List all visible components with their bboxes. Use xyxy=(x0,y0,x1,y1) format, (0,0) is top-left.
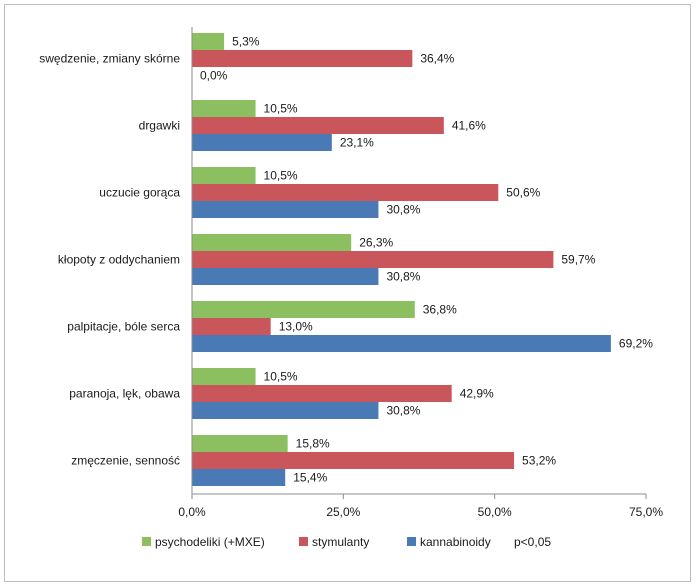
data-label: 10,5% xyxy=(264,102,298,116)
bar-stymulanty xyxy=(192,452,515,469)
data-labels: 5,3% 36,4% 0,0% 10,5% 41,6% 23,1% 10,5% 50,6% 30… xyxy=(200,35,653,485)
bar-kannabinoidy xyxy=(192,134,332,151)
bar-kannabinoidy xyxy=(192,268,379,285)
category-labels: swędzenie, zmiany skórne drgawki uczucie g… xyxy=(39,52,180,468)
category-label: kłopoty z oddychaniem xyxy=(58,253,180,267)
data-label: 5,3% xyxy=(232,35,260,49)
bar-psychodeliki-mxe xyxy=(192,301,415,318)
category-label: uczucie gorąca xyxy=(99,186,180,200)
data-label: 26,3% xyxy=(359,236,393,250)
bar-kannabinoidy xyxy=(192,469,286,486)
data-label: 15,4% xyxy=(293,471,327,485)
bar-kannabinoidy xyxy=(192,402,379,419)
bar-psychodeliki-mxe xyxy=(192,234,352,251)
category-label: palpitacje, bóle serca xyxy=(67,320,180,334)
data-label: 0,0% xyxy=(200,69,228,83)
data-label: 15,8% xyxy=(296,437,330,451)
data-label: 10,5% xyxy=(264,370,298,384)
legend-label: stymulanty xyxy=(312,535,369,549)
data-label: 42,9% xyxy=(460,387,494,401)
legend-swatch xyxy=(299,537,308,546)
bar-chart: swędzenie, zmiany skórne drgawki uczucie g… xyxy=(39,27,663,549)
chart-frame: swędzenie, zmiany skórne drgawki uczucie g… xyxy=(4,4,691,582)
bar-stymulanty xyxy=(192,184,499,201)
data-label: 59,7% xyxy=(561,253,595,267)
bar-psychodeliki-mxe xyxy=(192,33,225,50)
bar-stymulanty xyxy=(192,50,413,67)
category-label: zmęczenie, senność xyxy=(71,454,180,468)
legend-label: psychodeliki (+MXE) xyxy=(155,535,265,549)
data-label: 13,0% xyxy=(279,320,313,334)
data-label: 23,1% xyxy=(340,136,374,150)
legend-swatch xyxy=(407,537,416,546)
category-label: drgawki xyxy=(139,119,180,133)
x-tick-label: 75,0% xyxy=(629,505,663,519)
data-label: 36,4% xyxy=(420,52,454,66)
legend-significance-note: p<0,05 xyxy=(514,535,551,549)
x-axis: 0,0% 25,0% 50,0% 75,0% xyxy=(178,27,663,519)
data-label: 36,8% xyxy=(423,303,457,317)
bar-kannabinoidy xyxy=(192,201,379,218)
x-tick-label: 50,0% xyxy=(478,505,512,519)
bar-psychodeliki-mxe xyxy=(192,368,256,385)
category-label: swędzenie, zmiany skórne xyxy=(39,52,180,66)
bar-psychodeliki-mxe xyxy=(192,100,256,117)
bar-psychodeliki-mxe xyxy=(192,167,256,184)
legend-swatch xyxy=(142,537,151,546)
legend: psychodeliki (+MXE) stymulanty kannabinoid… xyxy=(142,535,551,549)
bar-stymulanty xyxy=(192,251,554,268)
data-label: 41,6% xyxy=(452,119,486,133)
x-tick-label: 25,0% xyxy=(326,505,360,519)
category-label: paranoja, lęk, obawa xyxy=(69,387,180,401)
data-label: 30,8% xyxy=(386,270,420,284)
data-label: 50,6% xyxy=(506,186,540,200)
data-label: 10,5% xyxy=(264,169,298,183)
bar-stymulanty xyxy=(192,385,452,402)
bar-stymulanty xyxy=(192,117,444,134)
data-label: 69,2% xyxy=(619,337,653,351)
data-label: 30,8% xyxy=(386,404,420,418)
bar-psychodeliki-mxe xyxy=(192,435,288,452)
data-label: 53,2% xyxy=(522,454,556,468)
x-tick-label: 0,0% xyxy=(178,505,206,519)
legend-label: kannabinoidy xyxy=(420,535,491,549)
data-label: 30,8% xyxy=(386,203,420,217)
bars xyxy=(192,33,611,486)
bar-stymulanty xyxy=(192,318,271,335)
bar-kannabinoidy xyxy=(192,335,611,352)
